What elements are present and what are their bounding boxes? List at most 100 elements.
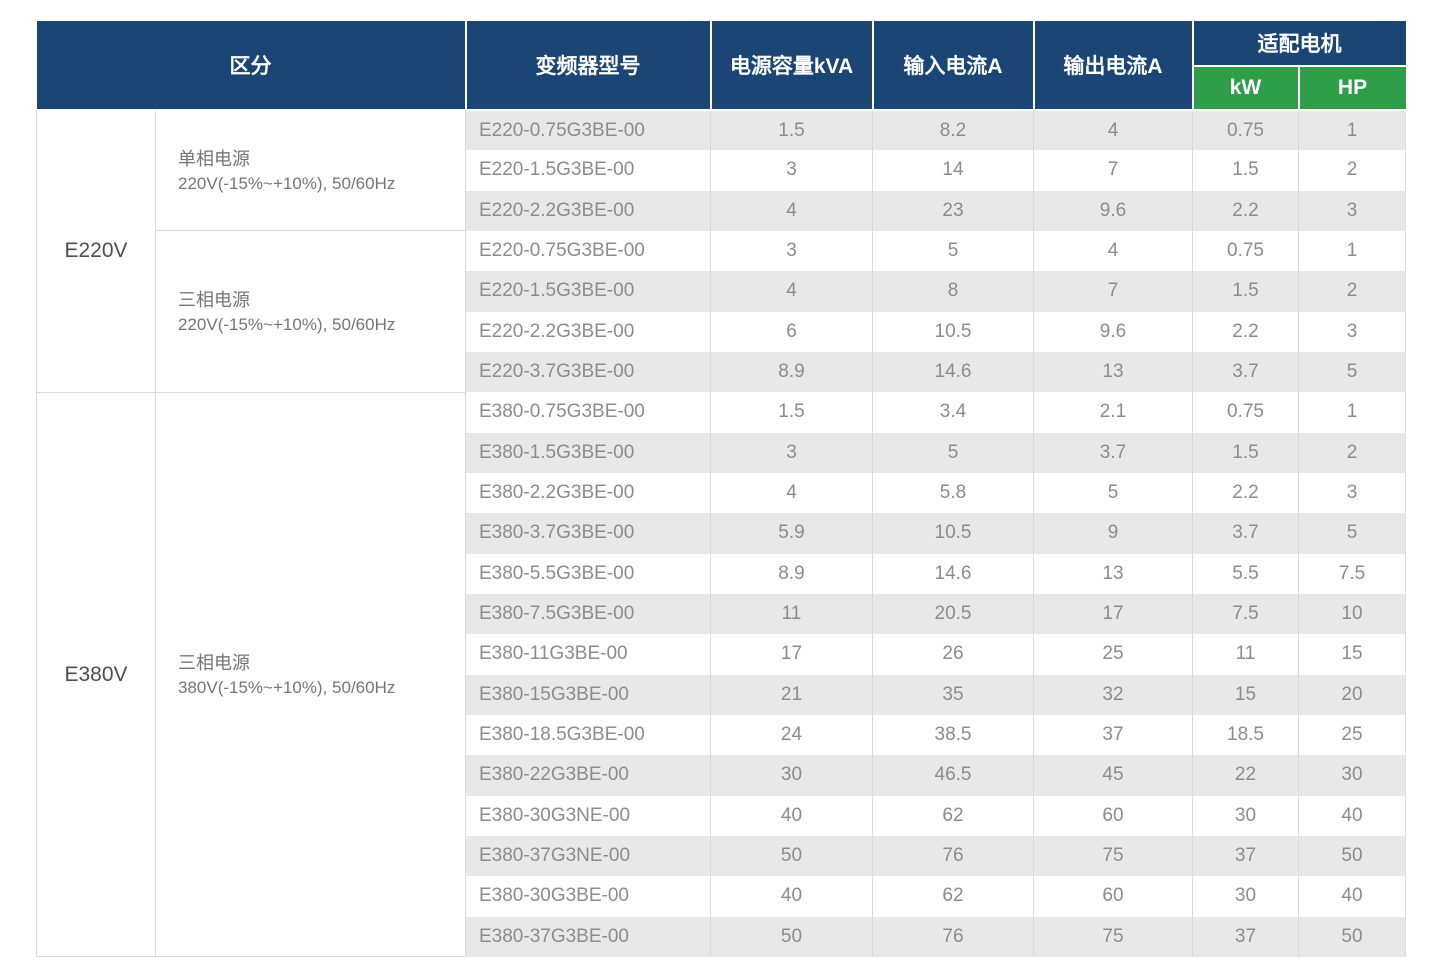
value-cell: 30	[710, 755, 873, 796]
value-cell: 1	[1298, 110, 1406, 151]
model-cell: E380-2.2G3BE-00	[465, 472, 711, 514]
value-cell: 8.9	[710, 553, 873, 594]
value-cell: 24	[710, 714, 873, 756]
value-cell: 2.1	[1033, 392, 1193, 433]
voltage-group-label: E220V	[36, 110, 156, 393]
value-cell: 1.5	[1192, 432, 1299, 473]
model-cell: E380-0.75G3BE-00	[465, 392, 711, 433]
model-cell: E220-0.75G3BE-00	[465, 230, 711, 272]
value-cell: 17	[710, 634, 873, 675]
value-cell: 7	[1033, 150, 1193, 191]
value-cell: 25	[1298, 714, 1406, 756]
value-cell: 3	[1298, 190, 1406, 231]
value-cell: 6	[710, 311, 873, 352]
value-cell: 3	[1298, 472, 1406, 514]
table-row: E220V 单相电源 220V(-15%~+10%), 50/60Hz E220-0.…	[36, 110, 1406, 393]
value-cell: 8.2	[872, 110, 1034, 151]
table-row: E220-1.5G3BE-00 3 14 7 1.5 2	[37, 150, 1406, 191]
model-cell: E380-18.5G3BE-00	[465, 714, 711, 756]
value-cell: 9	[1033, 513, 1193, 554]
phase-subtitle: 380V(-15%~+10%), 50/60Hz	[178, 677, 396, 697]
value-cell: 0.75	[1192, 230, 1299, 272]
phase-title: 三相电源	[178, 652, 250, 673]
value-cell: 30	[1192, 795, 1299, 836]
value-cell: 21	[710, 674, 873, 715]
value-cell: 1.5	[1192, 150, 1299, 191]
value-cell: 3.4	[872, 392, 1034, 433]
value-cell: 40	[710, 876, 873, 917]
value-cell: 11	[710, 593, 873, 635]
table-row: E220-1.5G3BE-00 4 8 7 1.5 2	[37, 271, 1406, 312]
header-capacity: 电源容量kVA	[710, 21, 874, 111]
value-cell: 8	[872, 271, 1034, 312]
value-cell: 22	[1192, 755, 1299, 796]
table-header: 区分 变频器型号 电源容量kVA 输入电流A 输出电流A 适配电机 kW HP	[36, 21, 1406, 111]
value-cell: 40	[710, 795, 873, 836]
value-cell: 25	[1033, 634, 1193, 675]
value-cell: 62	[872, 795, 1034, 836]
value-cell: 5.9	[710, 513, 873, 554]
voltage-group-label: E380V	[36, 392, 156, 958]
phase-subtitle: 220V(-15%~+10%), 50/60Hz	[178, 314, 396, 334]
value-cell: 37	[1033, 714, 1193, 756]
value-cell: 50	[1298, 916, 1406, 957]
phase-title: 单相电源	[178, 148, 250, 169]
value-cell: 30	[1298, 755, 1406, 796]
value-cell: 20	[1298, 674, 1406, 715]
value-cell: 4	[710, 271, 873, 312]
value-cell: 76	[872, 835, 1034, 877]
value-cell: 13	[1033, 553, 1193, 594]
table-row: E220-2.2G3BE-00 4 23 9.6 2.2 3	[37, 190, 1406, 231]
value-cell: 4	[1033, 110, 1193, 151]
value-cell: 40	[1298, 795, 1406, 836]
value-cell: 3	[710, 432, 873, 473]
value-cell: 5	[1298, 351, 1406, 393]
model-cell: E220-1.5G3BE-00	[465, 150, 711, 191]
value-cell: 60	[1033, 795, 1193, 836]
value-cell: 3	[710, 150, 873, 191]
value-cell: 37	[1192, 916, 1299, 957]
value-cell: 7	[1033, 271, 1193, 312]
model-cell: E380-1.5G3BE-00	[465, 432, 711, 473]
value-cell: 30	[1192, 876, 1299, 917]
value-cell: 7.5	[1298, 553, 1406, 594]
value-cell: 3	[1298, 311, 1406, 352]
phase-title: 三相电源	[178, 289, 250, 310]
phase-cell: 三相电源 380V(-15%~+10%), 50/60Hz	[155, 392, 466, 958]
value-cell: 13	[1033, 351, 1193, 393]
model-cell: E220-3.7G3BE-00	[465, 351, 711, 393]
value-cell: 5	[872, 230, 1034, 272]
model-cell: E380-7.5G3BE-00	[465, 593, 711, 635]
table-row: E380-1.5G3BE-00 3 5 3.7 1.5 2	[37, 432, 1406, 473]
model-cell: E380-30G3BE-00	[465, 876, 711, 917]
table-row: E380-22G3BE-00 30 46.5 45 22 30	[37, 755, 1406, 796]
model-cell: E220-2.2G3BE-00	[465, 311, 711, 352]
model-cell: E380-37G3BE-00	[465, 916, 711, 957]
value-cell: 1	[1298, 392, 1406, 433]
value-cell: 2.2	[1192, 190, 1299, 231]
value-cell: 2.2	[1192, 311, 1299, 352]
header-model: 变频器型号	[465, 21, 712, 111]
table-row: 三相电源 220V(-15%~+10%), 50/60Hz E220-0.75G3B…	[37, 230, 1406, 393]
value-cell: 1.5	[1192, 271, 1299, 312]
table-row: E380-11G3BE-00 17 26 25 11 15	[37, 634, 1406, 675]
table-row: E380-37G3BE-00 50 76 75 37 50	[37, 916, 1406, 957]
value-cell: 0.75	[1192, 110, 1299, 151]
table-row: E380-7.5G3BE-00 11 20.5 17 7.5 10	[37, 593, 1406, 635]
value-cell: 3.7	[1192, 351, 1299, 393]
table-row: E380-18.5G3BE-00 24 38.5 37 18.5 25	[37, 714, 1406, 756]
spec-table: 区分 变频器型号 电源容量kVA 输入电流A 输出电流A 适配电机 kW HP …	[36, 21, 1406, 958]
value-cell: 9.6	[1033, 190, 1193, 231]
value-cell: 15	[1192, 674, 1299, 715]
value-cell: 75	[1033, 835, 1193, 877]
header-input-current: 输入电流A	[872, 21, 1035, 111]
value-cell: 3	[710, 230, 873, 272]
value-cell: 75	[1033, 916, 1193, 957]
value-cell: 3.7	[1033, 432, 1193, 473]
phase-cell: 单相电源 220V(-15%~+10%), 50/60Hz	[155, 110, 466, 232]
header-motor: 适配电机	[1192, 21, 1406, 67]
model-cell: E380-3.7G3BE-00	[465, 513, 711, 554]
value-cell: 5	[1033, 472, 1193, 514]
value-cell: 10.5	[872, 311, 1034, 352]
